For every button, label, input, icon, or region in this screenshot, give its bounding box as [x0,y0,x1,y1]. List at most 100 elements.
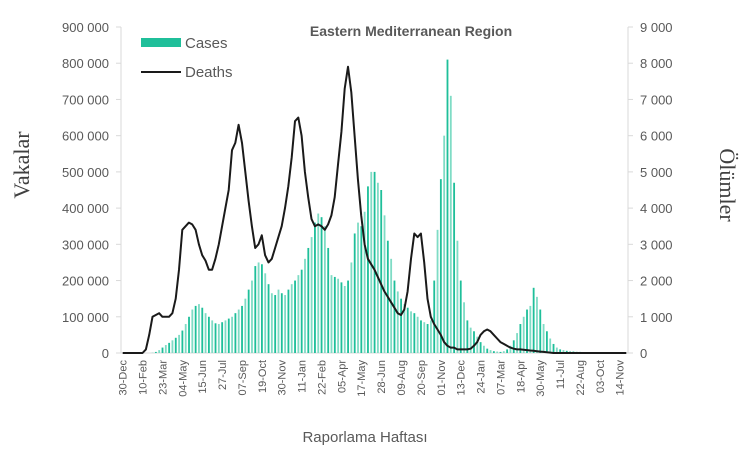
cases-bar [473,331,475,353]
cases-bar [370,171,373,353]
cases-bar [161,347,164,353]
y-axis-title-left: Vakalar [9,131,34,199]
cases-bar [410,311,412,353]
x-tick-label: 18-Apr [515,360,527,393]
cases-bar [529,305,532,353]
cases-bar [254,266,257,353]
y-tick-label: 800 000 [62,56,109,71]
x-tick-label: 22-Aug [575,360,587,395]
cases-bar [307,247,310,353]
cases-bar [343,285,346,353]
y-tick-label: 300 000 [62,237,109,252]
x-tick-label: 10-Feb [138,360,150,395]
cases-bar [542,324,545,353]
cases-bar [353,233,356,353]
cases-bar [363,211,366,353]
cases-bar [420,320,422,353]
cases-bar [224,320,227,353]
cases-bar [264,273,267,353]
y-tick-label: 700 000 [62,92,109,107]
cases-bar [373,171,376,353]
cases-bar [320,217,323,353]
x-tick-label: 11-Jul [555,360,567,389]
y-tick-label: 400 000 [62,201,109,216]
cases-bar [360,226,363,353]
x-tick-label: 28-Jun [376,360,388,394]
cases-bar [280,293,283,353]
cases-bar [158,350,161,353]
cases-bar [314,222,316,353]
cases-bar [522,316,525,353]
legend: Cases Deaths [141,35,233,81]
cases-bar [396,291,399,353]
cases-bar [496,351,499,353]
cases-bar [198,304,200,353]
cases-bar [519,324,522,353]
cases-bar [436,229,439,353]
y-axis-left: 0 100 000 200 000 300 000 400 000 500 000 600 … [62,20,121,361]
x-tick-label: 13-Dec [456,360,468,396]
cases-bar [446,59,449,353]
cases-bar [168,342,171,353]
y-tick-label: 0 [102,346,109,361]
cases-bar [261,264,263,353]
cases-bar [178,334,180,353]
x-tick-label: 17-May [356,360,368,397]
cases-bar [300,269,303,353]
cases-bar [267,284,270,353]
cases-bar [174,337,177,353]
x-tick-label: 30-Dec [118,360,130,396]
cases-bar [549,338,552,353]
legend-deaths-label: Deaths [185,64,233,81]
cases-bar [433,280,436,353]
cases-bar [400,298,403,353]
x-tick-label: 14-Nov [615,360,627,396]
x-tick-label: 04-May [177,360,189,397]
cases-bar [304,258,306,353]
cases-bar [290,284,293,353]
cases-bar [393,280,396,353]
x-tick-label: 27-Jul [217,360,229,390]
x-tick-label: 03-Oct [595,360,607,393]
cases-bar [466,320,469,353]
y2-tick-label: 4 000 [640,201,673,216]
cases-bar [539,309,542,353]
cases-bar [390,258,393,353]
cases-bar [562,350,565,353]
cases-bar [237,309,240,353]
cases-bar [555,347,558,353]
y2-tick-label: 8 000 [640,56,673,71]
cases-bar [234,313,237,353]
cases-bar [376,182,379,353]
y-axis-title-right: Ölümler [715,148,739,222]
cases-bar [416,316,419,353]
cases-bar [453,182,456,353]
cases-bar [231,316,234,353]
cases-bar [171,340,174,353]
cases-bar [499,351,502,353]
cases-bar [294,280,296,353]
cases-bar [214,323,217,353]
x-tick-label: 07-Mar [495,360,507,395]
cases-bar [506,349,509,353]
cases-bar [469,327,472,353]
x-tick-label: 23-Mar [157,360,169,395]
legend-cases-swatch [141,38,181,47]
x-tick-label: 07-Sep [237,360,249,395]
cases-bar [439,179,442,353]
cases-bar [184,324,187,353]
cases-bar [502,351,505,353]
cases-bar [270,293,273,353]
cases-bar [287,289,290,353]
cases-bar [333,276,336,353]
cases-bar [227,318,230,353]
cases-bar [211,320,214,353]
cases-bar [217,324,220,353]
cases-bar [207,316,210,353]
cases-bar [327,247,330,353]
y-axis-right: 0 1 000 2 000 3 000 4 000 5 000 6 000 7 000 8 00… [628,20,673,361]
y2-tick-label: 1 000 [640,310,673,325]
cases-bar [357,222,359,353]
x-tick-label: 01-Nov [436,360,448,396]
